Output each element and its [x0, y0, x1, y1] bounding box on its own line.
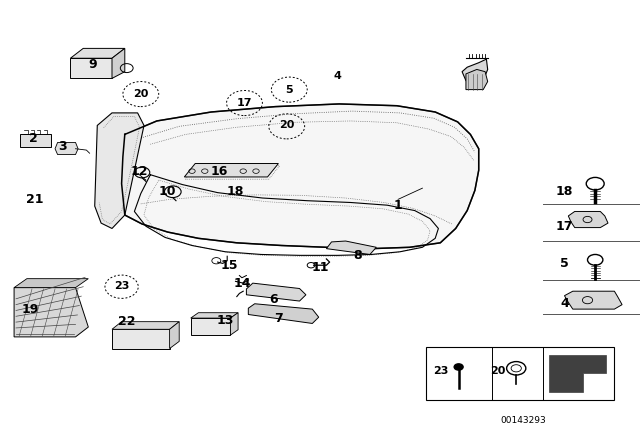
Text: 18: 18 — [227, 185, 244, 198]
Polygon shape — [55, 142, 78, 155]
Text: 2: 2 — [29, 132, 38, 146]
Text: 23: 23 — [114, 281, 129, 291]
Polygon shape — [549, 355, 605, 392]
Polygon shape — [462, 59, 488, 84]
Text: 23: 23 — [433, 366, 448, 376]
Text: 17: 17 — [556, 220, 573, 233]
Text: 14: 14 — [233, 276, 251, 290]
Text: 13: 13 — [216, 314, 234, 327]
Polygon shape — [112, 322, 179, 329]
Text: 19: 19 — [22, 302, 40, 316]
Text: 9: 9 — [88, 58, 97, 72]
Polygon shape — [112, 48, 125, 78]
Text: 20: 20 — [279, 121, 294, 130]
Text: 7: 7 — [274, 311, 283, 325]
Polygon shape — [568, 211, 608, 228]
Text: 11: 11 — [311, 261, 329, 275]
Polygon shape — [191, 318, 230, 335]
Text: 10: 10 — [159, 185, 177, 198]
Polygon shape — [191, 313, 238, 318]
Polygon shape — [122, 104, 479, 249]
Polygon shape — [326, 241, 376, 254]
Text: 21: 21 — [26, 193, 44, 206]
Polygon shape — [248, 304, 319, 323]
Polygon shape — [466, 69, 488, 90]
Polygon shape — [170, 322, 179, 349]
Bar — [426, 347, 614, 400]
Text: 8: 8 — [353, 249, 362, 262]
Text: 20: 20 — [133, 89, 148, 99]
Text: 17: 17 — [237, 98, 252, 108]
Polygon shape — [14, 288, 88, 337]
Polygon shape — [14, 279, 88, 288]
Polygon shape — [230, 313, 238, 335]
Polygon shape — [70, 48, 125, 58]
Polygon shape — [112, 329, 170, 349]
Text: 22: 22 — [118, 315, 136, 328]
Text: 16: 16 — [210, 164, 228, 178]
Polygon shape — [95, 113, 144, 228]
Polygon shape — [20, 134, 51, 147]
Polygon shape — [246, 283, 306, 301]
Circle shape — [454, 364, 463, 370]
Text: 6: 6 — [269, 293, 278, 306]
Text: 3: 3 — [58, 140, 67, 154]
Text: 15: 15 — [220, 258, 238, 272]
Polygon shape — [70, 58, 112, 78]
Text: 5: 5 — [285, 85, 293, 95]
Text: 20: 20 — [490, 366, 506, 376]
Text: 5: 5 — [560, 257, 569, 270]
Text: 4: 4 — [334, 71, 342, 81]
Text: 4: 4 — [560, 297, 569, 310]
Text: 18: 18 — [556, 185, 573, 198]
Text: 00143293: 00143293 — [500, 416, 547, 425]
Polygon shape — [184, 164, 278, 177]
Text: 1: 1 — [394, 198, 403, 212]
Text: 12: 12 — [131, 164, 148, 178]
Polygon shape — [564, 291, 622, 309]
